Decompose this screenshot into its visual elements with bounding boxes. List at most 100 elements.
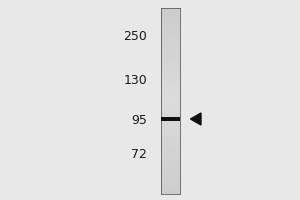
Bar: [160, 38, 180, 39]
Bar: [160, 115, 180, 116]
Bar: [160, 143, 180, 144]
Bar: [160, 110, 180, 111]
Text: 130: 130: [123, 73, 147, 86]
Bar: [160, 183, 180, 184]
Bar: [160, 150, 180, 151]
Bar: [160, 144, 180, 145]
Bar: [160, 88, 180, 89]
Bar: [160, 35, 180, 36]
Bar: [160, 32, 180, 33]
Bar: [160, 68, 180, 69]
Bar: [160, 161, 180, 162]
Bar: [160, 187, 180, 188]
Bar: [160, 42, 180, 43]
Bar: [160, 53, 180, 54]
Bar: [160, 96, 180, 97]
Bar: [160, 59, 180, 60]
Bar: [160, 117, 180, 118]
Bar: [160, 147, 180, 148]
Bar: [160, 142, 180, 143]
Bar: [160, 126, 180, 127]
Bar: [160, 179, 180, 180]
Bar: [160, 178, 180, 179]
Bar: [160, 109, 180, 110]
Polygon shape: [190, 113, 201, 125]
Bar: [160, 188, 180, 189]
Bar: [160, 101, 180, 102]
Bar: [160, 122, 180, 123]
Bar: [160, 133, 180, 134]
Bar: [160, 111, 180, 112]
Bar: [160, 93, 180, 94]
Bar: [160, 131, 180, 132]
Bar: [160, 86, 180, 87]
Bar: [160, 94, 180, 95]
Bar: [160, 36, 180, 37]
Bar: [160, 50, 180, 51]
Bar: [160, 78, 180, 79]
Bar: [160, 105, 180, 106]
Bar: [160, 51, 180, 52]
Bar: [160, 163, 180, 164]
Bar: [160, 79, 180, 80]
Bar: [160, 23, 180, 24]
Bar: [160, 75, 180, 76]
Bar: [160, 190, 180, 191]
Bar: [160, 58, 180, 59]
Bar: [160, 13, 180, 14]
Bar: [160, 97, 180, 98]
Bar: [160, 28, 180, 29]
Bar: [160, 120, 180, 121]
Bar: [160, 99, 180, 100]
Bar: [160, 106, 180, 107]
Bar: [160, 27, 180, 28]
Bar: [160, 128, 180, 129]
Bar: [160, 177, 180, 178]
Bar: [160, 137, 180, 138]
Bar: [160, 193, 180, 194]
Bar: [160, 56, 180, 57]
Bar: [160, 84, 180, 85]
Bar: [160, 180, 180, 181]
Bar: [160, 69, 180, 70]
Bar: [160, 108, 180, 109]
Bar: [160, 14, 180, 15]
Bar: [160, 168, 180, 169]
Bar: [160, 132, 180, 133]
Bar: [160, 119, 180, 120]
Bar: [160, 118, 180, 119]
Bar: [160, 164, 180, 165]
Bar: [160, 140, 180, 141]
Bar: [160, 155, 180, 156]
Bar: [160, 63, 180, 64]
Bar: [160, 98, 180, 99]
Bar: [160, 31, 180, 32]
Bar: [160, 54, 180, 55]
Bar: [160, 159, 180, 160]
Bar: [160, 41, 180, 42]
Bar: [160, 15, 180, 16]
Bar: [160, 129, 180, 130]
Bar: [160, 156, 180, 157]
Bar: [160, 44, 180, 45]
Bar: [160, 61, 180, 62]
Bar: [160, 153, 180, 154]
Bar: [160, 30, 180, 31]
Bar: [160, 62, 180, 63]
Text: 72: 72: [131, 148, 147, 160]
Bar: [160, 148, 180, 149]
Bar: [160, 135, 180, 136]
Bar: [160, 45, 180, 46]
Bar: [160, 46, 180, 47]
Bar: [160, 170, 180, 171]
Bar: [160, 141, 180, 142]
Bar: [160, 40, 180, 41]
Bar: [160, 146, 180, 147]
Bar: [160, 65, 180, 66]
Bar: [160, 169, 180, 170]
Bar: [160, 189, 180, 190]
Bar: [160, 90, 180, 91]
Bar: [160, 49, 180, 50]
Bar: [160, 21, 180, 22]
Bar: [160, 166, 180, 167]
